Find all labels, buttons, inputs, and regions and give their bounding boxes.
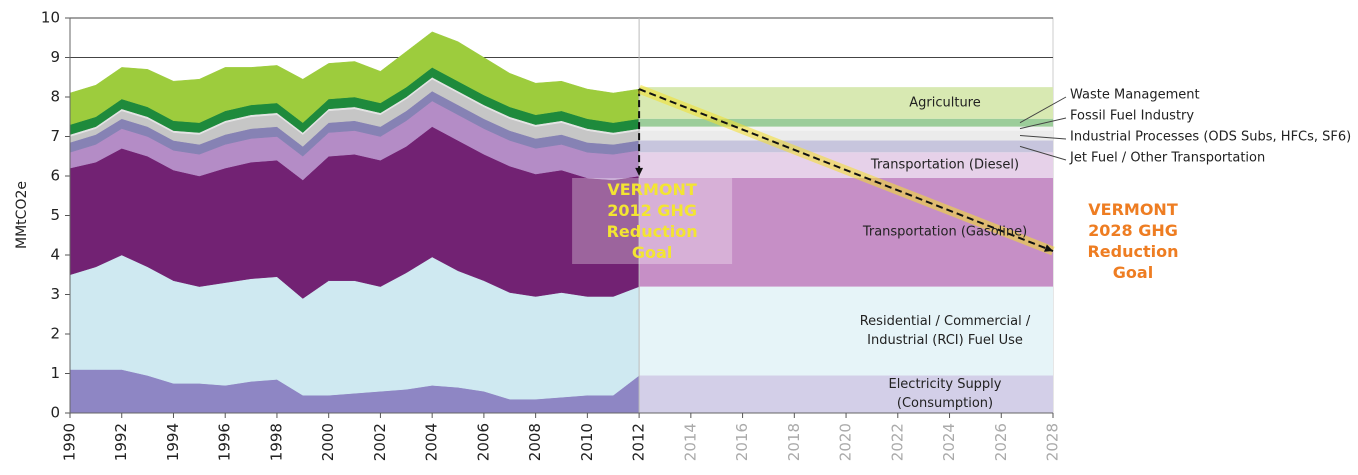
x-tick-label: 2024 [940,423,958,461]
y-tick-label: 4 [50,246,60,264]
x-tick-label: 2006 [474,423,492,461]
goal-label: VERMONT 2028 GHG Reduction Goal [1087,200,1179,283]
y-tick-label: 10 [41,9,60,27]
goal-arrow [638,88,1054,252]
band-label: Jet Fuel / Other Transportation [1070,150,1266,166]
x-tick-label: 2028 [1044,423,1062,461]
x-tick-label: 1994 [164,423,182,461]
x-tick-label: 2014 [681,423,699,461]
y-tick-label: 9 [50,48,60,66]
x-tick-label: 1998 [267,423,285,461]
band-label: Residential / Commercial / Industrial (R… [859,314,1031,349]
projection-band [639,375,1053,413]
x-tick-label: 1992 [112,423,130,461]
arrow-head [1044,244,1053,252]
x-tick-label: 1996 [216,423,234,461]
x-tick-label: 2004 [423,423,441,461]
band-label: Transportation (Gasoline) [862,224,1028,240]
projection-band [639,140,1053,153]
y-tick-label: 3 [50,285,60,303]
x-tick-label: 2022 [888,423,906,461]
x-tick-label: 2000 [319,423,337,461]
x-tick-label: 2010 [578,423,596,461]
leader-line [1019,135,1067,140]
projection-band [639,130,1053,141]
arrow-head [635,167,644,176]
leader-line [1019,145,1067,161]
band-label: Agriculture [909,95,981,111]
band-label: Electricity Supply (Consumption) [888,377,1002,412]
goal-label: VERMONT 2012 GHG Reduction Goal [606,180,698,262]
x-tick-label: 2002 [371,423,389,461]
projection-band [639,118,1053,127]
x-tick-label: 2026 [992,423,1010,461]
goal-box [572,178,733,264]
y-tick-label: 7 [50,127,60,145]
y-tick-label: 6 [50,167,60,185]
projection-band [639,286,1053,376]
projection-band [639,126,1053,131]
band-label: Transportation (Diesel) [870,157,1020,173]
x-tick-label: 2018 [785,423,803,461]
band-label: Industrial Processes (ODS Subs, HFCs, SF… [1070,129,1352,145]
x-tick-label: 2008 [526,423,544,461]
x-tick-label: 2016 [733,423,751,461]
x-tick-label: 1990 [61,423,79,461]
y-tick-label: 5 [50,206,60,224]
y-axis-label: MMtCO2e [14,181,30,249]
y-tick-label: 1 [50,364,60,382]
y-tick-label: 2 [50,325,60,343]
leader-line [1019,117,1067,130]
leader-line [1019,96,1067,124]
y-tick-label: 8 [50,88,60,106]
x-tick-label: 2020 [837,423,855,461]
y-tick-label: 0 [50,404,60,422]
band-label: Waste Management [1070,87,1200,103]
x-tick-label: 2012 [630,423,648,461]
projection-band [639,177,1053,287]
band-label: Fossil Fuel Industry [1070,108,1195,124]
